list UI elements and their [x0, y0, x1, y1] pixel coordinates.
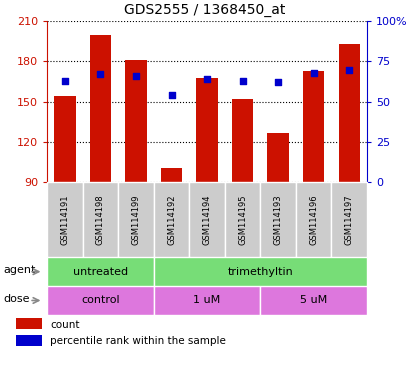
Text: GSM114193: GSM114193: [273, 195, 282, 245]
Point: [274, 79, 281, 86]
Point: [203, 76, 210, 82]
Bar: [153, 257, 366, 286]
Bar: [47, 286, 153, 315]
Bar: [153, 182, 189, 257]
Bar: [267, 133, 288, 182]
Text: untreated: untreated: [73, 266, 128, 277]
Bar: [90, 35, 111, 182]
Text: count: count: [50, 319, 80, 329]
Bar: [302, 71, 324, 182]
Text: GSM114198: GSM114198: [96, 195, 105, 245]
Bar: [330, 182, 366, 257]
Text: GSM114192: GSM114192: [166, 195, 175, 245]
Text: control: control: [81, 295, 119, 306]
Text: GSM114197: GSM114197: [344, 195, 353, 245]
Bar: [83, 182, 118, 257]
Bar: [196, 78, 217, 182]
Text: GSM114196: GSM114196: [308, 195, 317, 245]
Point: [239, 78, 245, 84]
Text: 1 uM: 1 uM: [193, 295, 220, 306]
Text: 5 uM: 5 uM: [299, 295, 326, 306]
Bar: [153, 286, 260, 315]
Point: [61, 78, 68, 84]
Bar: [118, 182, 153, 257]
Bar: [260, 286, 366, 315]
Text: trimethyltin: trimethyltin: [227, 266, 292, 277]
Point: [168, 92, 174, 98]
Text: GSM114194: GSM114194: [202, 195, 211, 245]
Point: [97, 71, 103, 78]
Bar: [54, 96, 75, 182]
Point: [345, 66, 352, 73]
Point: [133, 73, 139, 79]
Text: GSM114199: GSM114199: [131, 195, 140, 245]
Text: GDS2555 / 1368450_at: GDS2555 / 1368450_at: [124, 3, 285, 17]
Bar: [160, 168, 182, 182]
Bar: [338, 44, 359, 182]
Point: [310, 70, 316, 76]
Bar: [125, 60, 146, 182]
Bar: [16, 318, 42, 329]
Text: GSM114195: GSM114195: [238, 195, 247, 245]
Bar: [189, 182, 224, 257]
Bar: [231, 99, 253, 182]
Bar: [47, 257, 153, 286]
Bar: [47, 182, 83, 257]
Text: agent: agent: [4, 265, 36, 275]
Text: GSM114191: GSM114191: [60, 195, 69, 245]
Bar: [295, 182, 330, 257]
Bar: [224, 182, 260, 257]
Text: dose: dose: [4, 294, 30, 304]
Bar: [16, 335, 42, 346]
Bar: [260, 182, 295, 257]
Text: percentile rank within the sample: percentile rank within the sample: [50, 336, 226, 346]
